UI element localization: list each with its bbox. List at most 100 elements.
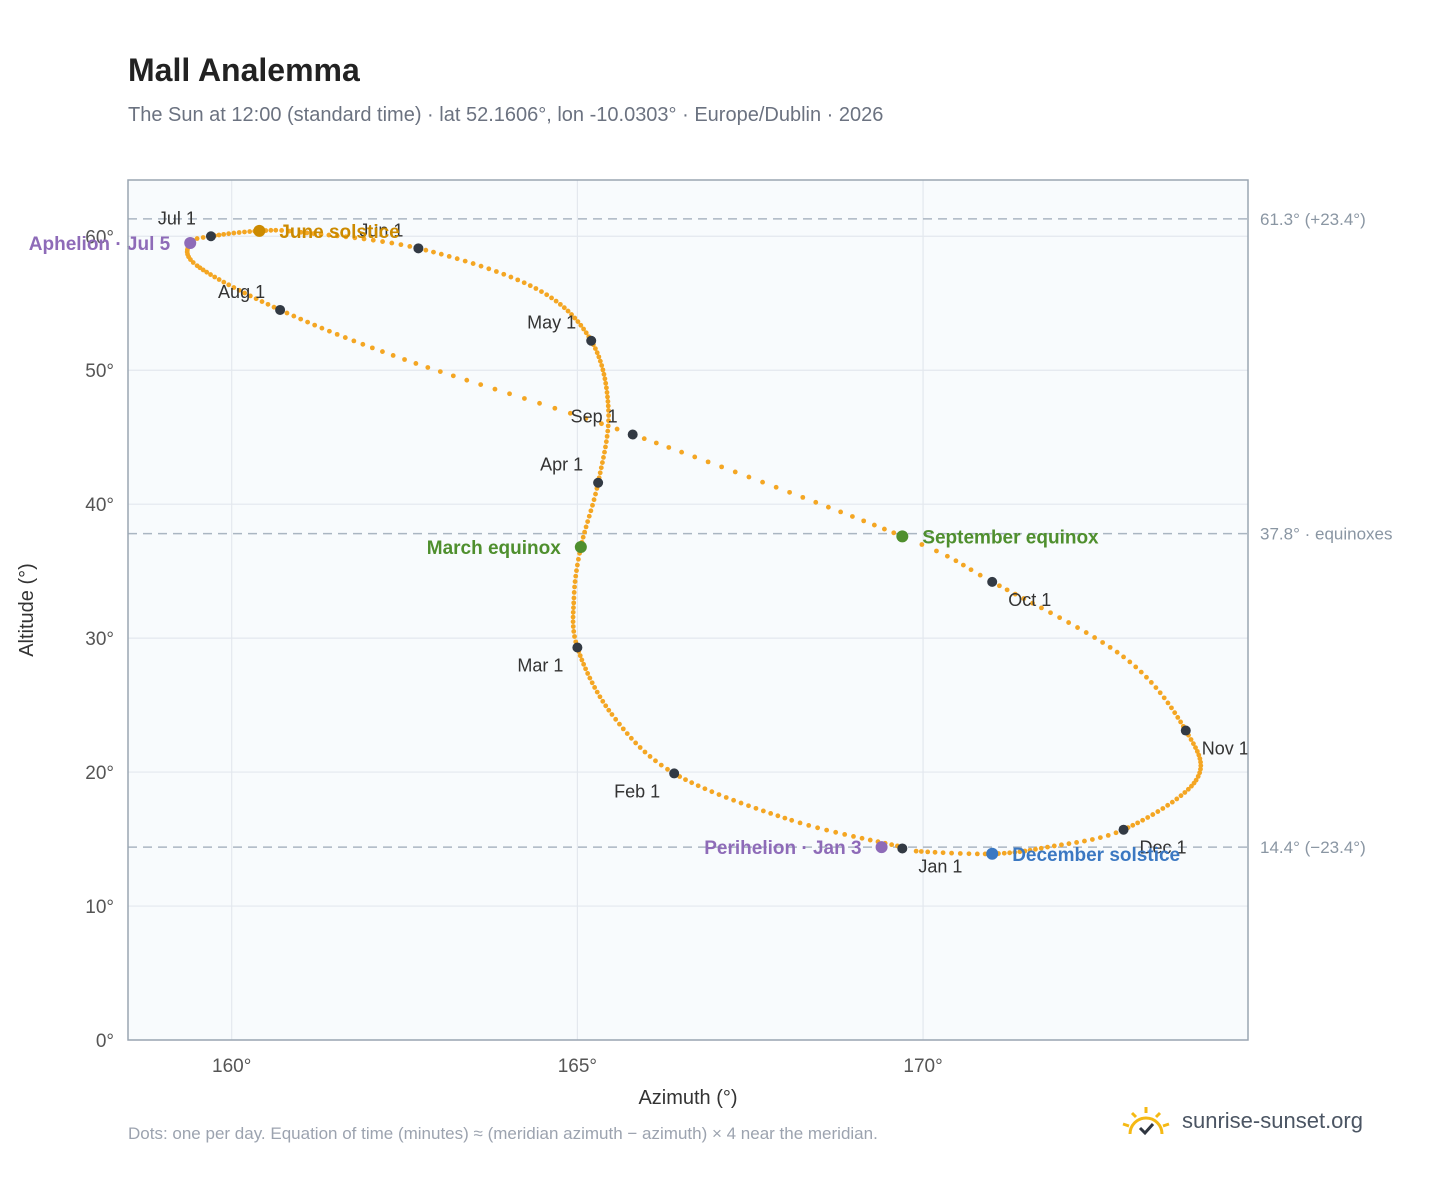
reference-line-label: 37.8° · equinoxes [1260, 525, 1393, 544]
daily-sun-dot [624, 731, 630, 737]
month-label: Jul 1 [158, 208, 196, 228]
daily-sun-dot [590, 502, 595, 508]
daily-sun-dot [594, 350, 600, 356]
daily-sun-dot [226, 231, 232, 237]
sun-logo-icon [1122, 1107, 1170, 1136]
event-label: September equinox [922, 527, 1099, 548]
daily-sun-dot [1004, 587, 1010, 593]
daily-sun-dot [236, 287, 242, 293]
daily-sun-dot [462, 258, 468, 264]
daily-sun-dot [588, 508, 594, 514]
daily-sun-dot [549, 295, 554, 301]
daily-sun-dot [572, 634, 577, 639]
daily-sun-dot [501, 271, 507, 277]
daily-sun-dot [603, 380, 609, 386]
daily-sun-dot [565, 308, 571, 314]
daily-sun-dot [602, 449, 607, 455]
daily-sun-dot [291, 313, 297, 319]
event-marker [574, 541, 587, 554]
daily-sun-dot [1148, 680, 1154, 685]
brand-name: sunrise-sunset.org [1182, 1108, 1363, 1133]
daily-sun-dot [574, 568, 579, 574]
daily-sun-dot [695, 783, 701, 789]
daily-sun-dot [1195, 773, 1201, 779]
daily-sun-dot [647, 754, 653, 759]
daily-sun-dot [581, 326, 586, 332]
daily-sun-dot [683, 777, 688, 783]
daily-sun-dot [614, 426, 620, 432]
daily-sun-dot [1114, 649, 1120, 655]
daily-sun-dot [571, 595, 577, 601]
daily-sun-dot [800, 494, 806, 500]
daily-sun-dot [637, 745, 643, 750]
daily-sun-dot [782, 815, 788, 821]
daily-sun-dot [598, 465, 604, 471]
daily-sun-dot [738, 800, 744, 806]
daily-sun-dot [1022, 848, 1028, 854]
daily-sun-dot [533, 286, 539, 291]
daily-sun-dot [825, 504, 831, 510]
daily-sun-dot [665, 766, 670, 772]
daily-sun-dot [601, 454, 606, 460]
daily-sun-dot [570, 619, 576, 625]
daily-sun-dot [592, 346, 598, 352]
daily-sun-dot [1121, 654, 1126, 660]
daily-sun-dot [731, 797, 737, 803]
daily-sun-dot [689, 780, 695, 786]
daily-sun-dot [642, 749, 648, 755]
daily-sun-dot [287, 228, 293, 234]
month-marker [275, 304, 286, 315]
month-markers: Jan 1 Feb 1 Mar 1 Apr 1 May 1 Jun 1 Jul 1 Aug 1… [158, 208, 1249, 876]
daily-sun-dot [653, 758, 658, 764]
daily-sun-dot [702, 786, 708, 792]
daily-sun-dot [570, 624, 576, 629]
daily-sun-dot [606, 413, 612, 418]
daily-sun-dot [1127, 659, 1133, 665]
event-marker [875, 841, 888, 854]
daily-sun-dot [940, 850, 946, 856]
daily-sun-dot [953, 558, 959, 564]
daily-sun-dot [789, 817, 795, 823]
y-tick-label: 50° [85, 361, 114, 382]
daily-sun-dot [571, 590, 577, 595]
daily-sun-dot [586, 513, 592, 519]
daily-sun-dot [369, 345, 375, 351]
month-label: Feb 1 [614, 781, 660, 801]
event-label: June solstice [279, 222, 399, 243]
daily-sun-dot [508, 274, 514, 280]
daily-sun-dot [1045, 844, 1050, 850]
daily-sun-dot [578, 322, 584, 328]
daily-sun-dot [571, 605, 576, 611]
daily-sun-dot [604, 433, 610, 439]
daily-sun-dot [1174, 796, 1180, 802]
daily-sun-dot [572, 579, 578, 584]
daily-sun-dot [775, 813, 781, 819]
daily-sun-dot [1021, 596, 1027, 601]
daily-sun-dot [221, 279, 227, 285]
month-label: Mar 1 [517, 656, 563, 676]
daily-sun-dot [585, 519, 591, 525]
daily-sun-dot [216, 277, 222, 282]
daily-sun-dot [587, 675, 593, 681]
daily-sun-dot [450, 373, 456, 379]
daily-sun-dot [620, 726, 626, 732]
daily-sun-dot [585, 671, 591, 676]
daily-sun-dot [996, 583, 1002, 589]
daily-sun-dot [833, 829, 839, 835]
daily-sun-dot [522, 396, 527, 401]
daily-sun-dot [273, 227, 279, 233]
daily-sun-dot [318, 231, 324, 237]
daily-sun-dot [1140, 817, 1146, 823]
month-marker [593, 477, 604, 488]
daily-sun-dot [1155, 809, 1161, 814]
daily-sun-dot [813, 499, 819, 505]
daily-sun-dot [679, 449, 685, 455]
daily-sun-dot [977, 572, 983, 578]
event-label: Aphelion · Jul 5 [29, 234, 171, 255]
daily-sun-dot [1057, 615, 1063, 621]
daily-sun-dot [1188, 737, 1194, 742]
daily-sun-dot [1066, 841, 1072, 847]
daily-sun-dot [311, 231, 317, 236]
daily-sun-dot [1172, 710, 1178, 716]
daily-sun-dot [552, 405, 558, 411]
